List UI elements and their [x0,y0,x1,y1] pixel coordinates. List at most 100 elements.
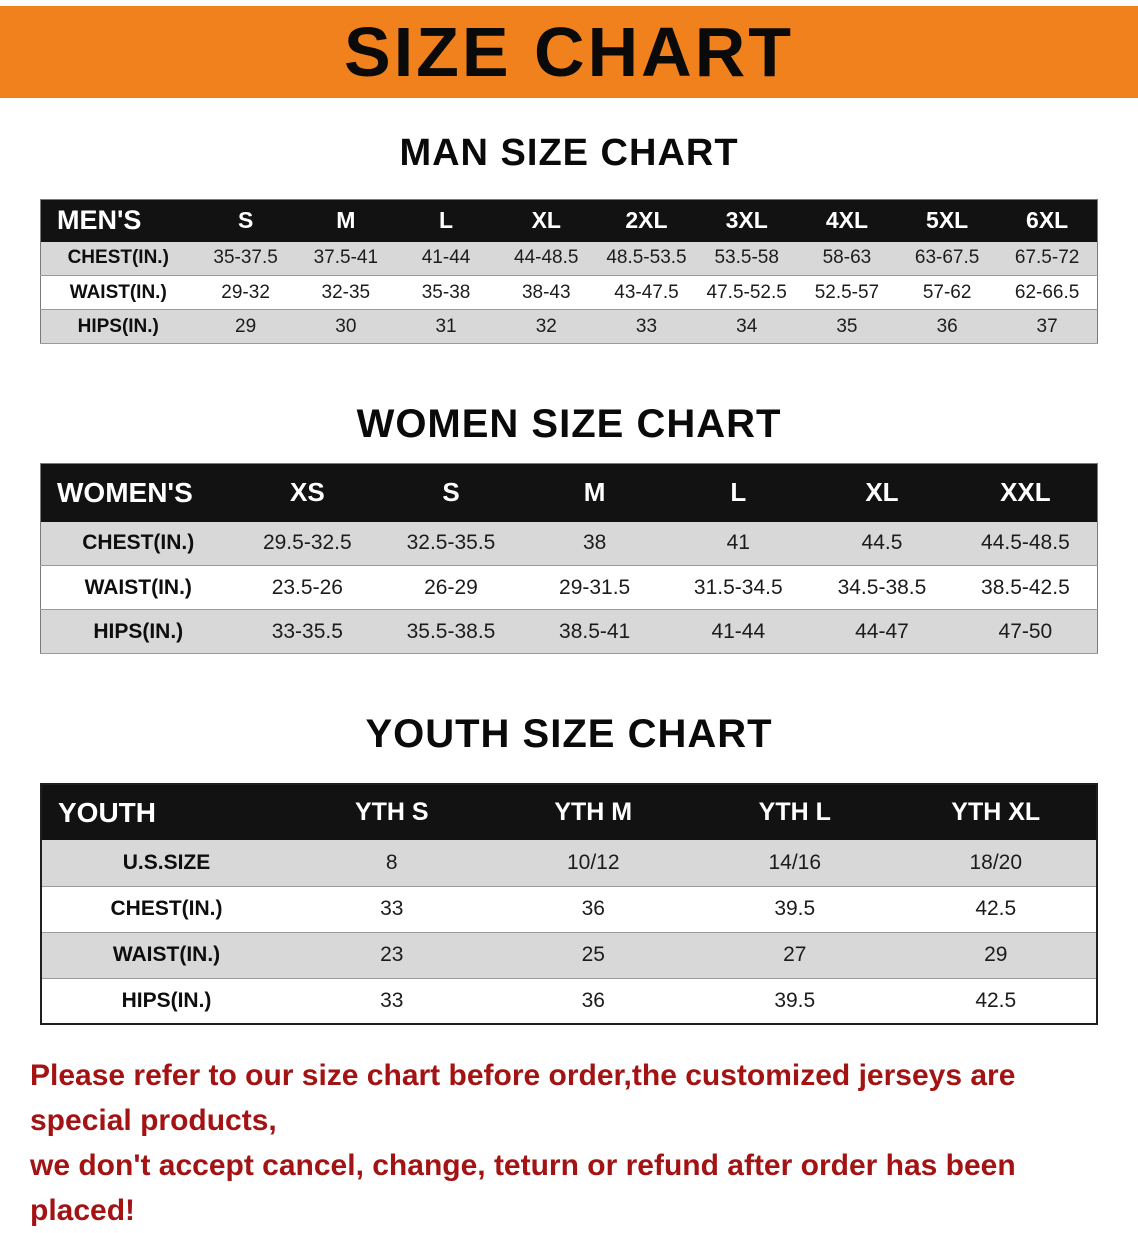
size-cell: 32.5-35.5 [406,531,496,555]
disclaimer-line-2: we don't accept cancel, change, teturn o… [30,1149,1016,1227]
size-cell: 30 [335,315,357,337]
size-cell: 38 [582,531,607,555]
women-waist-row: WAIST(IN.) 23.5-26 26-29 29-31.5 31.5-34… [40,565,1098,610]
size-cell: 53.5-58 [714,247,779,269]
women-size-table: WOMEN'S XS S M L XL XXL CHEST(IN.) 29.5-… [40,463,1098,654]
size-cell: 33 [380,897,404,920]
size-cell: 34 [736,315,758,337]
youth-header-row: YOUTH YTH S YTH M YTH L YTH XL [41,784,1097,840]
banner-title: SIZE CHART [344,13,794,91]
size-cell: 27 [783,943,807,966]
men-hips-row: HIPS(IN.) 29 30 31 32 33 34 35 36 37 [40,309,1098,344]
size-cell: 31 [435,315,457,337]
size-cell: 32 [535,315,557,337]
size-col-header: 3XL [696,199,797,242]
youth-section-title: YOUTH SIZE CHART [365,712,773,756]
size-cell: 37 [1036,315,1058,337]
size-col-header: YTH S [291,784,493,840]
size-cell: 42.5 [975,897,1017,920]
size-col-header: 2XL [596,199,697,242]
size-cell: 36 [581,897,605,920]
size-col-header: M [295,199,396,242]
size-cell: 42.5 [975,988,1017,1012]
men-section-title: MAN SIZE CHART [399,132,739,174]
size-chart-banner: SIZE CHART [0,6,1138,98]
size-cell: 41-44 [421,247,471,269]
size-cell: 35-38 [421,281,471,303]
size-cell: 35.5-38.5 [406,619,496,643]
size-cell: 34.5-38.5 [837,575,927,599]
size-col-header: S [379,463,523,522]
size-cell: 41-44 [711,619,766,643]
size-cell: 38.5-42.5 [981,575,1070,599]
youth-table-label: YOUTH [41,784,291,840]
size-col-header: YTH XL [895,784,1097,840]
size-cell: 8 [385,850,398,874]
size-cell: 32-35 [321,281,371,303]
size-col-header: L [395,199,497,242]
youth-chest-row: CHEST(IN.) 33 36 39.5 42.5 [41,886,1097,932]
youth-ussize-row: U.S.SIZE 8 10/12 14/16 18/20 [41,840,1097,886]
size-cell: 37.5-41 [313,247,379,269]
size-cell: 29-31.5 [559,575,631,599]
size-cell: 38.5-41 [559,619,631,643]
youth-size-table: YOUTH YTH S YTH M YTH L YTH XL U.S.SIZE … [40,783,1098,1025]
size-cell: 29.5-32.5 [262,531,352,555]
men-chest-row: CHEST(IN.) 35-37.5 37.5-41 41-44 44-48.5… [40,241,1098,276]
men-waist-row: WAIST(IN.) 29-32 32-35 35-38 38-43 43-47… [40,275,1098,310]
size-cell: 36 [581,988,605,1012]
size-col-header: L [666,463,811,522]
size-cell: 44-48.5 [514,247,579,269]
size-cell: 35-37.5 [213,247,278,269]
men-header-row: MEN'S S M L XL 2XL 3XL 4XL 5XL 6XL [40,199,1098,242]
men-table-label: MEN'S [40,199,196,242]
size-cell: 44.5-48.5 [981,531,1070,555]
size-cell: 39.5 [774,897,816,920]
size-cell: 43-47.5 [614,281,679,303]
men-size-table: MEN'S S M L XL 2XL 3XL 4XL 5XL 6XL CHEST… [40,199,1098,344]
size-col-header: 4XL [796,199,898,242]
size-col-header: XXL [953,463,1098,522]
size-cell: 33 [635,315,658,337]
size-col-header: 6XL [997,199,1098,242]
row-label: WAIST(IN.) [112,943,221,966]
size-cell: 14/16 [768,850,822,874]
size-col-header: 5XL [897,199,998,242]
size-cell: 58-63 [822,247,872,269]
row-label: CHEST(IN.) [67,247,169,269]
size-cell: 38-43 [521,281,571,303]
size-cell: 41 [726,531,750,555]
size-cell: 39.5 [774,988,816,1012]
row-label: HIPS(IN.) [93,619,184,643]
size-cell: 44.5 [861,531,903,555]
size-cell: 33 [380,988,404,1012]
size-cell: 29 [984,943,1008,966]
row-label: CHEST(IN.) [110,897,223,920]
row-label: WAIST(IN.) [69,281,167,303]
disclaimer: Please refer to our size chart before or… [30,1053,1108,1233]
size-cell: 47.5-52.5 [706,281,787,303]
size-cell: 25 [581,943,605,966]
size-cell: 44-47 [855,619,909,643]
size-cell: 10/12 [566,850,620,874]
size-cell: 48.5-53.5 [606,247,687,269]
size-col-header: YTH L [694,784,896,840]
size-cell: 67.5-72 [1014,247,1080,269]
women-table-label: WOMEN'S [40,463,236,522]
size-cell: 31.5-34.5 [693,575,783,599]
disclaimer-line-1: Please refer to our size chart before or… [30,1059,1016,1137]
women-section-title: WOMEN SIZE CHART [356,402,782,446]
size-col-header: YTH M [492,784,694,840]
size-cell: 47-50 [998,619,1053,643]
size-cell: 33-35.5 [271,619,343,643]
row-label: CHEST(IN.) [82,531,195,555]
size-cell: 63-67.5 [914,247,980,269]
size-cell: 23 [380,943,404,966]
row-label: U.S.SIZE [122,850,211,874]
size-col-header: XL [496,199,597,242]
youth-hips-row: HIPS(IN.) 33 36 39.5 42.5 [41,978,1097,1024]
size-cell: 18/20 [969,850,1023,874]
size-col-header: M [522,463,667,522]
row-label: HIPS(IN.) [121,988,212,1012]
size-cell: 35 [836,315,858,337]
